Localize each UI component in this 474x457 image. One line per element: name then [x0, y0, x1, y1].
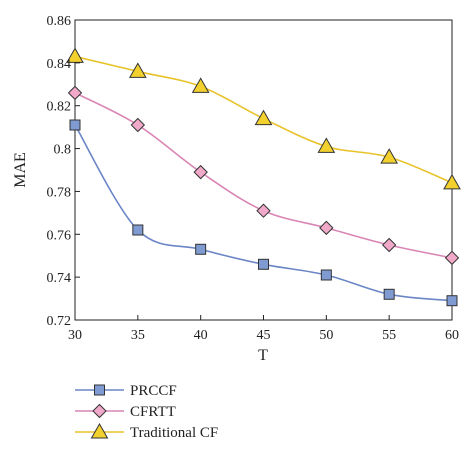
legend-item-prccf: PRCCF — [75, 383, 177, 399]
legend-item-traditional-cf: Traditional CF — [75, 422, 218, 441]
data-point-prccf — [446, 295, 458, 307]
data-point-prccf — [258, 258, 269, 270]
data-point-cfrtt — [67, 85, 83, 101]
legend-label: CFRTT — [130, 404, 176, 420]
data-point-traditional-cf — [191, 77, 210, 93]
y-tick-label: 0.82 — [47, 100, 72, 115]
x-tick-label: 30 — [68, 328, 82, 343]
y-tick-label: 0.8 — [54, 143, 72, 158]
data-point-cfrtt — [130, 117, 146, 133]
data-point-traditional-cf — [254, 109, 273, 126]
legend-label: Traditional CF — [130, 425, 218, 441]
data-point-traditional-cf — [128, 62, 147, 78]
y-tick-label: 0.86 — [47, 14, 72, 29]
y-tick-label: 0.78 — [47, 185, 72, 200]
series-traditional-cf — [66, 47, 461, 190]
y-tick-label: 0.76 — [47, 228, 72, 243]
y-tick-label: 0.72 — [47, 314, 72, 329]
x-tick-label: 40 — [194, 328, 208, 343]
x-tick-label: 60 — [445, 328, 459, 343]
legend-item-cfrtt: CFRTT — [75, 403, 176, 420]
series-layer — [66, 47, 461, 307]
axis-layer: 30 35 40 45 50 55 60 0.72 0.74 0.76 0.78 0.8 0.82 0.8… — [47, 14, 460, 343]
data-point-cfrtt — [256, 203, 271, 218]
data-point-cfrtt — [381, 237, 397, 253]
data-point-traditional-cf — [443, 173, 461, 190]
data-point-prccf — [132, 224, 144, 236]
x-tick-label: 35 — [131, 328, 145, 343]
x-tick-label: 55 — [382, 328, 396, 343]
legend: PRCCF CFRTT Traditional CF — [75, 383, 218, 441]
x-tick-label: 50 — [319, 328, 333, 343]
x-axis-title: T — [258, 347, 268, 364]
data-point-cfrtt — [193, 164, 208, 180]
data-point-prccf — [320, 269, 332, 281]
plot-area-frame — [74, 19, 453, 321]
series-prccf — [69, 119, 458, 307]
y-tick-label: 0.84 — [47, 57, 72, 72]
legend-marker — [90, 422, 109, 439]
legend-label: PRCCF — [130, 383, 177, 399]
data-point-traditional-cf — [317, 137, 336, 153]
data-point-cfrtt — [319, 220, 334, 236]
x-tick-label: 45 — [257, 328, 271, 343]
data-point-cfrtt — [444, 250, 460, 266]
data-point-traditional-cf — [380, 148, 399, 164]
data-point-prccf — [195, 243, 207, 255]
legend-marker — [94, 384, 105, 396]
y-axis-title: MAE — [12, 152, 29, 188]
data-point-prccf — [383, 288, 395, 300]
y-tick-label: 0.74 — [47, 271, 72, 286]
data-point-prccf — [69, 119, 81, 131]
series-cfrtt — [67, 85, 460, 266]
legend-marker — [92, 403, 107, 419]
